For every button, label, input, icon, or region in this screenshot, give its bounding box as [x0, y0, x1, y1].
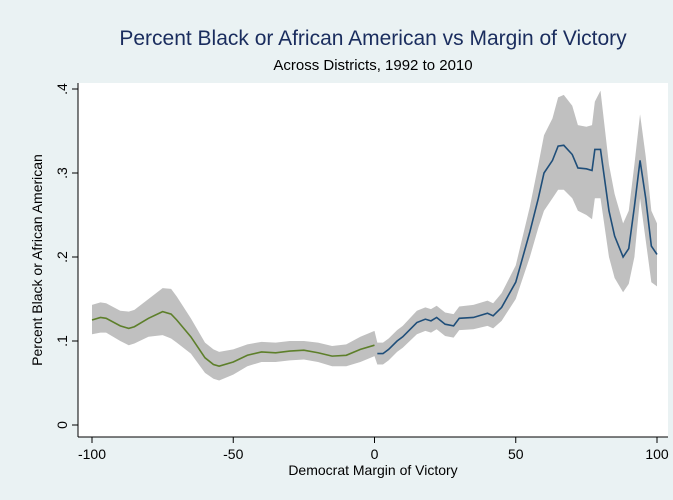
y-tick-label: .3 — [54, 167, 70, 179]
y-axis-label: Percent Black or African American — [29, 154, 45, 366]
y-tick-label: .4 — [54, 83, 70, 95]
y-tick-label: .2 — [54, 251, 70, 263]
x-tick-label: -100 — [78, 446, 106, 462]
confidence-band — [92, 90, 657, 381]
x-axis-label: Democrat Margin of Victory — [288, 462, 457, 478]
series-line — [91, 310, 375, 368]
x-tick-label: 50 — [508, 446, 524, 462]
series-line — [377, 144, 658, 355]
x-tick-label: 0 — [371, 446, 379, 462]
chart-subtitle: Across Districts, 1992 to 2010 — [273, 57, 472, 74]
y-tick-label: 0 — [54, 421, 70, 429]
x-tick-label: -50 — [223, 446, 243, 462]
chart-title: Percent Black or African American vs Mar… — [119, 27, 627, 50]
y-tick-label: .1 — [54, 335, 70, 347]
x-tick-label: 100 — [645, 446, 669, 462]
